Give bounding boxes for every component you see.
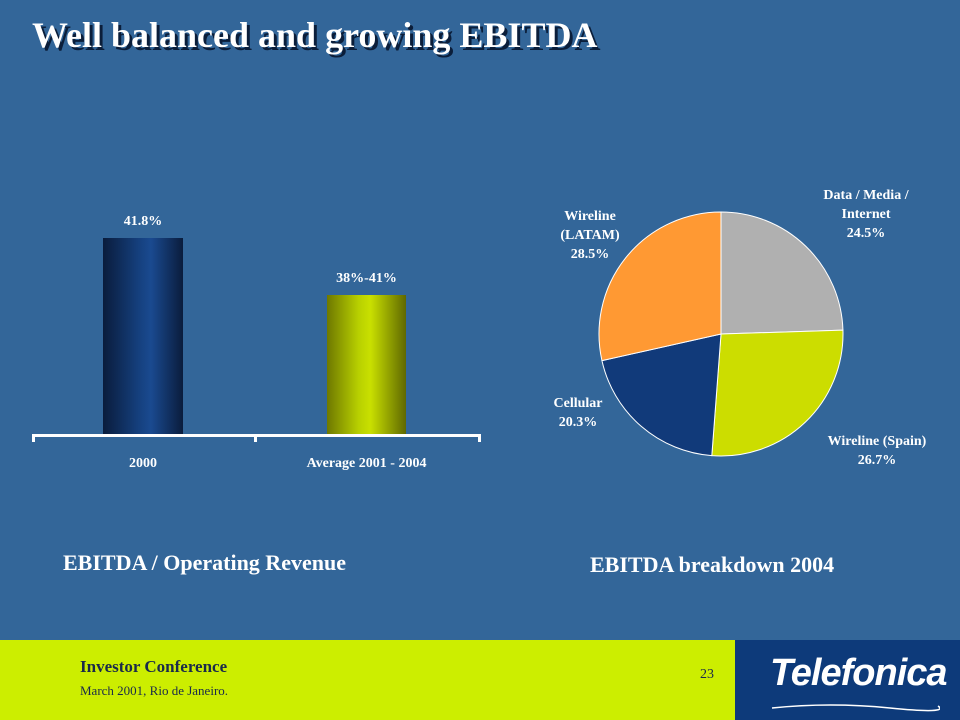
pie-label-wireline-latam: Wireline (LATAM) 28.5% (547, 207, 633, 264)
footer-logo-panel (735, 640, 960, 720)
x-axis-tick (254, 434, 257, 442)
pie-label-data-media-internet: Data / Media / Internet 24.5% (806, 186, 926, 243)
bar-value-label-2000: 41.8% (123, 214, 163, 229)
pie-label-line: Data / Media / (823, 188, 909, 203)
pie-label-line: Internet (841, 207, 891, 222)
bar-average-2001-2004 (327, 295, 406, 434)
pie-chart (598, 211, 844, 457)
footer-band (0, 640, 735, 720)
pie-slice-cellular (601, 333, 722, 457)
pie-label-line: 24.5% (846, 226, 886, 241)
x-axis-tick (478, 434, 481, 442)
pie-label-line: Cellular (553, 396, 603, 411)
pie-slice-wireline-spain (711, 329, 844, 457)
category-label-2000: 2000 (129, 456, 157, 471)
x-axis-line (33, 434, 481, 437)
pie-label-wireline-spain: Wireline (Spain) 26.7% (812, 432, 942, 470)
pie-label-line: 20.3% (558, 415, 598, 430)
pie-label-cellular: Cellular 20.3% (546, 394, 610, 432)
pie-label-line: Wireline (Spain) (827, 434, 927, 449)
pie-slice-data-media-internet (720, 211, 844, 335)
pie-chart-caption: EBITDA breakdown 2004 (590, 552, 835, 577)
telefonica-logo: Telefonica (770, 652, 948, 694)
logo-swoosh-icon (771, 704, 940, 712)
footer-subtitle: March 2001, Rio de Janeiro. (80, 683, 229, 698)
slide-title: Well balanced and growing EBITDA (32, 15, 598, 55)
bar-2000 (103, 238, 183, 434)
category-label-average: Average 2001 - 2004 (306, 456, 427, 471)
bar-value-label-average: 38%-41% (336, 271, 397, 286)
pie-label-line: (LATAM) (560, 228, 620, 243)
pie-label-line: Wireline (564, 209, 616, 224)
page-number: 23 (700, 667, 714, 682)
pie-label-line: 26.7% (857, 453, 897, 468)
footer-title: Investor Conference (80, 657, 228, 676)
pie-label-line: 28.5% (570, 247, 610, 262)
x-axis-tick (32, 434, 35, 442)
bar-chart-caption: EBITDA / Operating Revenue (63, 550, 346, 575)
pie-slice-wireline-latam (598, 211, 722, 362)
